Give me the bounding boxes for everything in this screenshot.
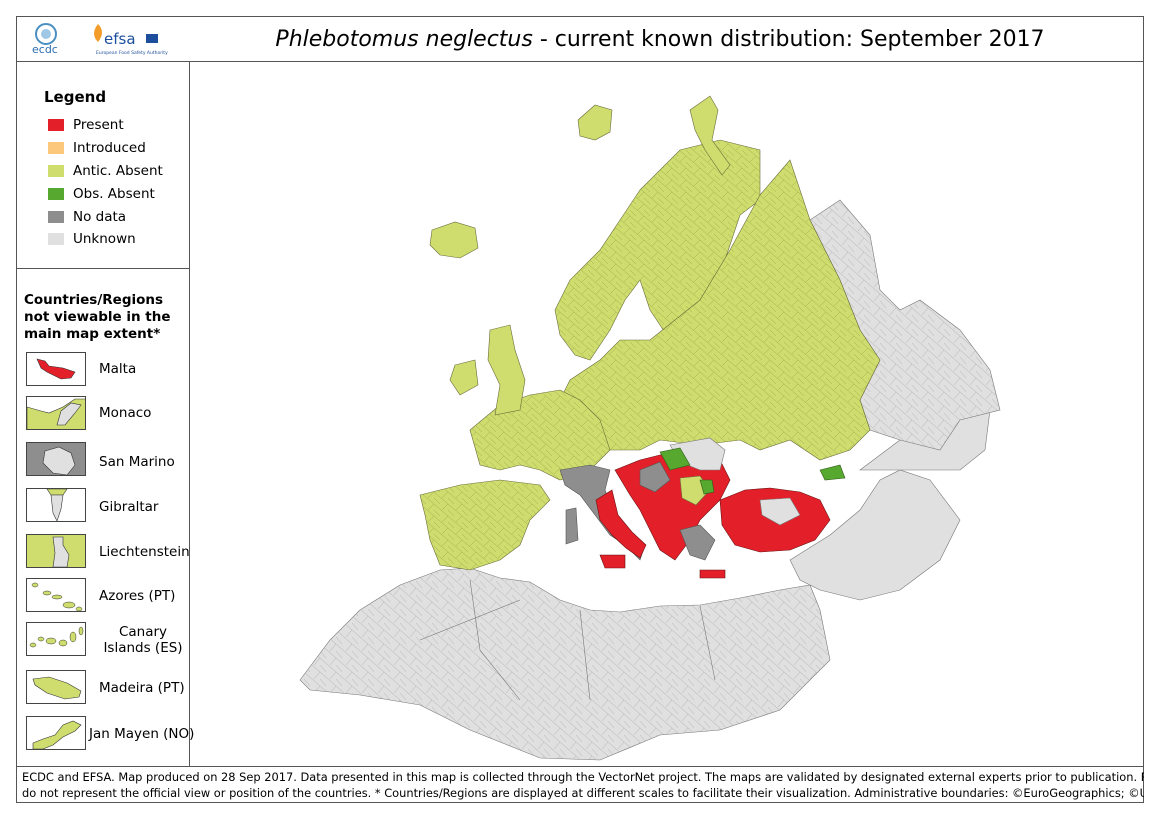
species-name: Phlebotomus neglectus	[275, 27, 533, 52]
madeira-label: Madeira (PT)	[99, 680, 185, 696]
legend-item-unknown: Unknown	[48, 231, 136, 247]
malta-label: Malta	[99, 361, 137, 377]
legend-label: Obs. Absent	[73, 186, 155, 202]
svg-text:efsa: efsa	[104, 30, 136, 48]
efsa-logo: efsa European Food Safety Authority	[94, 24, 168, 56]
footer-line-2: do not represent the official view or po…	[22, 785, 1144, 800]
legend-item-obs-absent: Obs. Absent	[48, 186, 155, 202]
left-panel	[16, 62, 190, 766]
jan-mayen-label: Jan Mayen (NO)	[89, 726, 195, 742]
footer-credits: ECDC and EFSA. Map produced on 28 Sep 20…	[16, 766, 1144, 803]
legend-label: Antic. Absent	[73, 163, 163, 179]
legend-label: Present	[73, 117, 124, 133]
title-text: - current known distribution: September …	[532, 27, 1045, 52]
unknown-swatch	[48, 233, 64, 245]
monaco-inset	[26, 396, 86, 430]
canary-islands-inset	[26, 622, 86, 656]
monaco-label: Monaco	[99, 405, 152, 421]
san-marino-label: San Marino	[99, 454, 175, 470]
azores-inset	[26, 578, 86, 612]
insets-title: Countries/Regions not viewable in the ma…	[24, 292, 171, 342]
logos: ecdc efsa European Food Safety Authority	[24, 20, 174, 58]
present-swatch	[48, 119, 64, 131]
map-title: Phlebotomus neglectus - current known di…	[190, 26, 1130, 54]
gibraltar-label: Gibraltar	[99, 499, 159, 515]
legend-label: No data	[73, 209, 127, 225]
no-data-swatch	[48, 211, 64, 223]
jan-mayen-inset	[26, 716, 86, 750]
main-map	[190, 62, 1144, 766]
ecdc-logo: ecdc	[32, 23, 58, 56]
legend-item-introduced: Introduced	[48, 140, 146, 156]
legend-label: Unknown	[73, 231, 136, 247]
canary-islands-label: Canary Islands (ES)	[103, 624, 183, 656]
liechtenstein-label: Liechtenstein	[99, 544, 190, 560]
antic-absent-swatch	[48, 165, 64, 177]
legend-label: Introduced	[73, 140, 146, 156]
legend-title: Legend	[44, 88, 107, 106]
introduced-swatch	[48, 142, 64, 154]
map-frame	[16, 16, 1144, 803]
liechtenstein-inset	[26, 534, 86, 568]
legend-item-present: Present	[48, 117, 124, 133]
azores-label: Azores (PT)	[99, 588, 176, 604]
legend-item-antic-absent: Antic. Absent	[48, 163, 163, 179]
header-bar	[16, 16, 1144, 62]
obs-absent-swatch	[48, 188, 64, 200]
footer-line-1: ECDC and EFSA. Map produced on 28 Sep 20…	[22, 770, 1144, 784]
italy-region	[559, 464, 647, 569]
north-africa-region	[299, 567, 831, 761]
malta-inset	[26, 352, 86, 386]
legend-divider	[16, 268, 190, 269]
svg-text:European Food Safety Authority: European Food Safety Authority	[96, 50, 168, 56]
san-marino-inset	[26, 442, 86, 476]
legend-item-no-data: No data	[48, 209, 127, 225]
gibraltar-inset	[26, 488, 86, 522]
svg-text:ecdc: ecdc	[32, 43, 58, 56]
balkans-region	[614, 437, 846, 579]
madeira-inset	[26, 670, 86, 704]
europe-region	[419, 95, 881, 571]
